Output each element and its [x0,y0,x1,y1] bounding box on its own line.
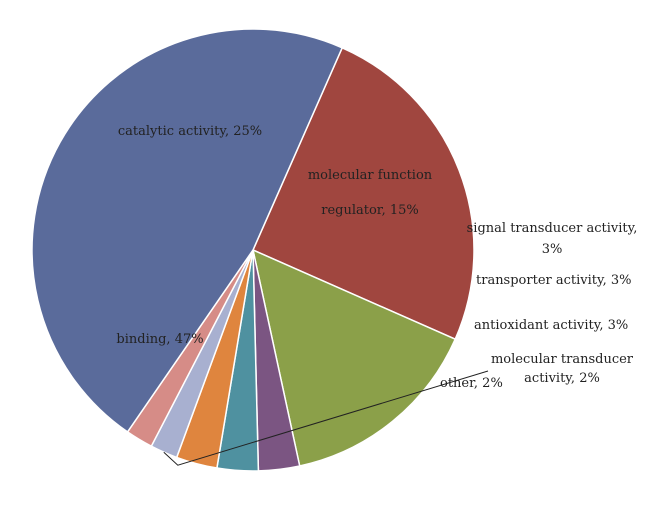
pie-slices [31,28,475,472]
slice-label-molecular-transducer-activity: molecular transducer activity, 2% [491,352,634,386]
pie-slice-binding [31,28,344,433]
pie-slice-molecular-function-regulator [251,248,457,467]
slice-label-antioxidant-activity: antioxidant activity, 3% [474,318,628,333]
pie-labels: catalytic activity, 25% molecular functio… [116,124,638,466]
slice-label-other: other, 2% [440,376,503,391]
slice-label-molecular-function-regulator: molecular function regulator, 15% [308,168,433,218]
slice-label-transporter-activity: transporter activity, 3% [476,273,632,288]
slice-label-catalytic-activity: catalytic activity, 25% [118,124,262,139]
slice-label-signal-transducer-activity: signal transducer activity, 3% [467,221,638,257]
slice-label-binding: binding, 47% [116,332,203,347]
leader-line-molecular-transducer [163,370,489,466]
pie-slice-catalytic-activity [252,46,475,341]
